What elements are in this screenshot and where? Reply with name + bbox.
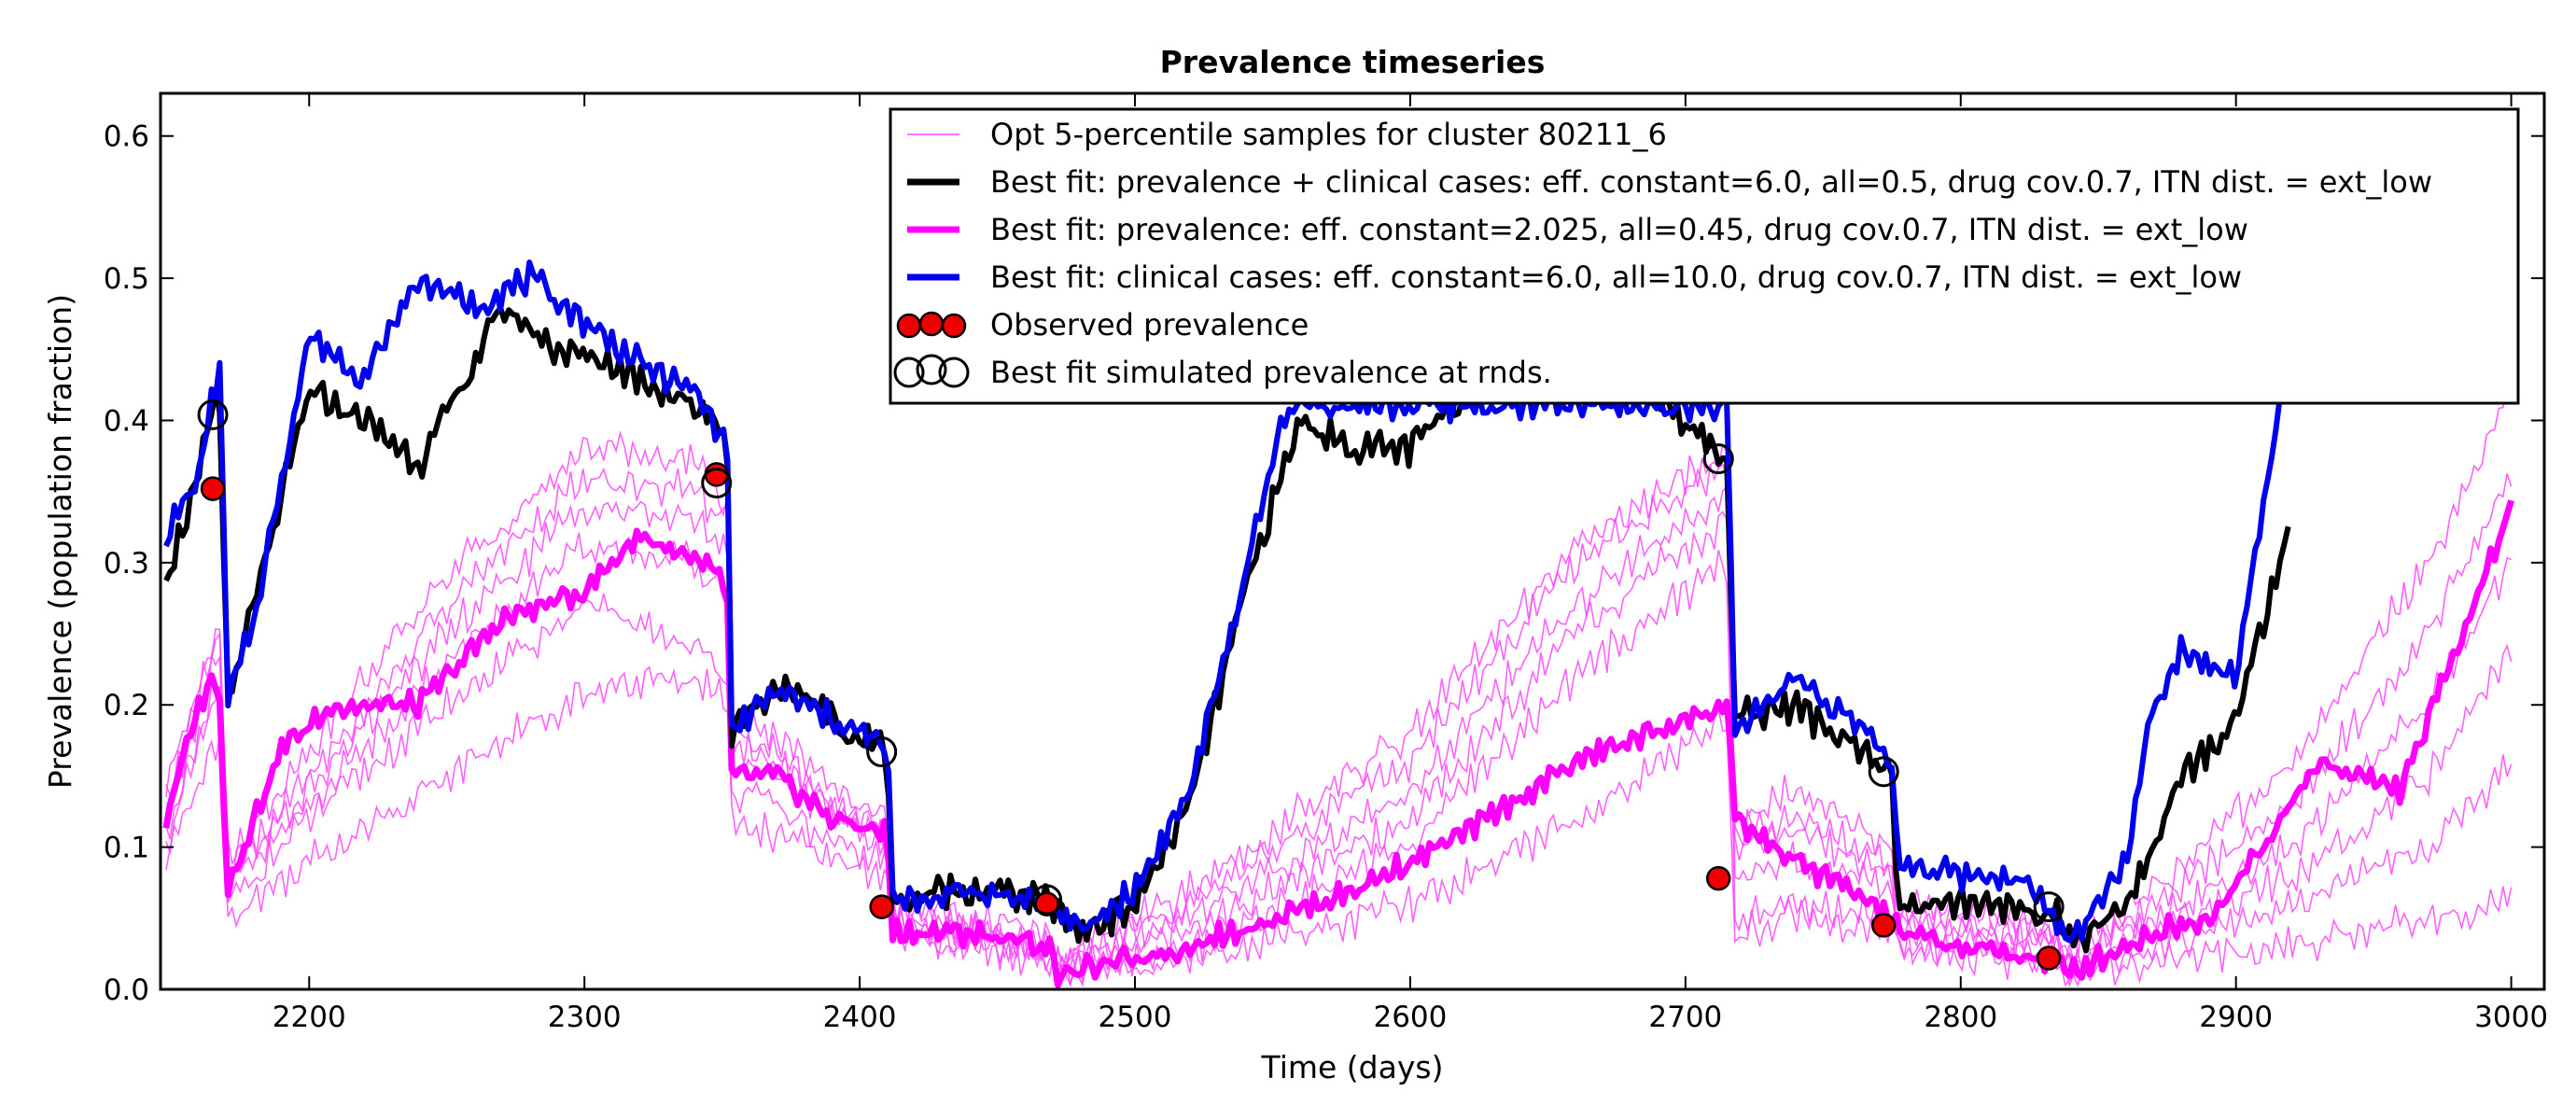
observed-prevalence-point [200,476,226,501]
best-fit-prevalence-line [162,499,2514,988]
simulated-prevalence-point [2033,891,2065,923]
y-tick-label: 0.2 [104,689,149,722]
simulated-prevalence-point [1031,884,1063,916]
simulated-prevalence-point [1868,756,1899,788]
observed-prevalence-point [704,462,729,487]
sample-trace-1 [165,550,2513,988]
legend-observed-label: Observed prevalence [990,307,1309,343]
observed-prevalence-point [1705,865,1731,891]
simulated-prevalence-point [866,736,898,768]
series-layer [162,259,2514,988]
sample-trace-6 [165,463,2513,977]
x-tick-label: 2300 [548,1001,622,1034]
observed-prevalence-point [1870,913,1897,938]
observed-prevalence-point [869,894,894,919]
x-tick-label: 2600 [1373,1001,1447,1034]
x-tick-label: 3000 [2474,1001,2548,1034]
best-fit-clinical-line [163,259,2291,944]
legend-prevalence-label: Best fit: prevalence: eff. constant=2.02… [990,212,2248,247]
y-tick-label: 0.3 [104,547,149,581]
sample-trace-2 [165,484,2512,972]
x-tick-label: 2400 [823,1001,897,1034]
x-tick-label: 2500 [1099,1001,1172,1034]
plot-border [159,91,2546,991]
y-tick-label: 0.1 [104,832,149,865]
legend-sample-label: Opt 5-percentile samples for cluster 802… [990,117,1667,152]
legend-observed-swatch [896,311,967,339]
observed-prevalence-point [2036,945,2062,971]
marker-layer [197,399,2065,971]
sample-trace-4 [165,665,2513,988]
y-axis-label: Prevalence (population fraction) [42,294,78,789]
y-tick-label: 0.5 [104,262,149,296]
legend-simulated-swatch [893,354,970,388]
y-tick-label: 0.4 [104,404,149,438]
chart-title: Prevalence timeseries [1160,44,1546,80]
y-tick-label: 0.6 [104,120,149,154]
legend: Opt 5-percentile samples for cluster 802… [889,107,2520,405]
x-tick-label: 2900 [2199,1001,2273,1034]
x-axis-label: Time (days) [1261,1049,1444,1085]
y-tick-label: 0.0 [104,973,149,1007]
legend-combined-label: Best fit: prevalence + clinical cases: e… [990,164,2432,200]
legend-simulated-label: Best fit simulated prevalence at rnds. [990,355,1552,390]
sample-trace-3 [165,381,2513,970]
simulated-prevalence-point [1702,443,1734,475]
simulated-prevalence-point [197,399,229,430]
x-tick-label: 2200 [273,1001,346,1034]
tick-layer: 2200 2300 2400 2500 2600 2700 2800 2900 3000 0.0 0… [104,93,2548,1034]
legend-clinical-label: Best fit: clinical cases: eff. constant=… [990,259,2242,295]
legend-box [889,107,2520,405]
x-tick-label: 2700 [1648,1001,1722,1034]
observed-prevalence-point [1034,891,1059,917]
x-tick-label: 2800 [1924,1001,1997,1034]
simulated-prevalence-point [701,468,733,499]
